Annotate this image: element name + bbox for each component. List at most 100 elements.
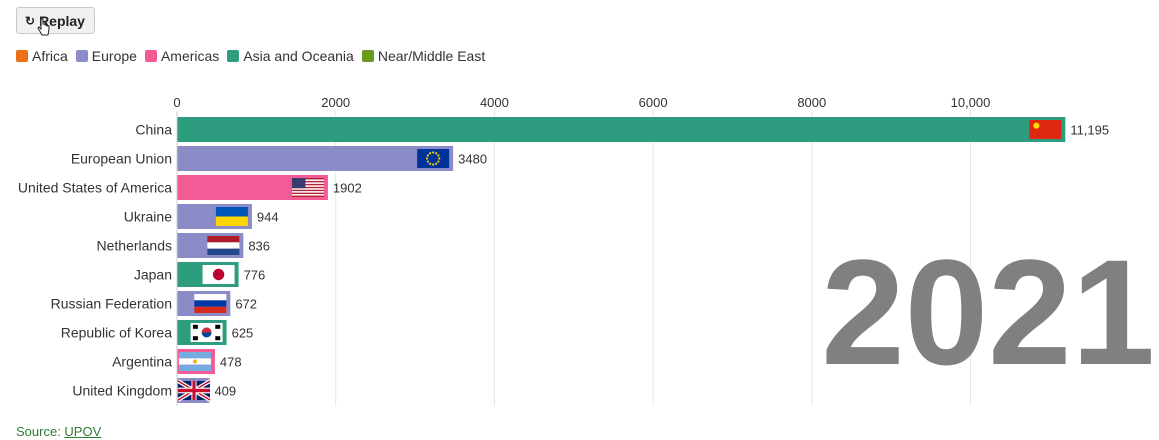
- flag-part: [291, 191, 324, 193]
- legend-label: Europe: [91, 48, 137, 64]
- flag-argentina-icon: [178, 352, 211, 371]
- category-label: United Kingdom: [72, 383, 172, 399]
- flag-part: [178, 352, 211, 359]
- flag-part: [1029, 120, 1062, 139]
- flag-part: [207, 248, 240, 255]
- x-tick-label: 6000: [639, 95, 668, 110]
- flag-part: [207, 242, 240, 249]
- flag-part: [207, 236, 240, 243]
- flag-part: [178, 364, 211, 371]
- value-label: 3480: [458, 152, 487, 167]
- flag-part: [291, 186, 324, 189]
- x-tick-label: 8000: [797, 95, 826, 110]
- x-tick-label: 0: [173, 95, 180, 110]
- bar: [177, 146, 454, 171]
- legend-label: Near/Middle East: [377, 48, 486, 64]
- flag-netherlands-icon: [207, 236, 240, 255]
- legend-label: Africa: [32, 48, 68, 64]
- flag-part: [291, 194, 324, 196]
- flag-usa-icon: [291, 178, 324, 197]
- flag-eu-icon: [417, 149, 450, 168]
- x-tick-label: 10,000: [951, 95, 991, 110]
- replay-label: Replay: [39, 12, 85, 29]
- flag-part: [432, 151, 435, 154]
- flag-part: [291, 185, 324, 187]
- category-label: Argentina: [112, 354, 172, 370]
- source-note: Source: UPOV: [16, 424, 101, 439]
- flag-part: [215, 207, 248, 217]
- flag-part: [425, 157, 429, 160]
- value-label: 776: [244, 268, 266, 283]
- flag-part: [215, 324, 221, 329]
- flag-part: [192, 381, 196, 400]
- flag-part: [437, 160, 440, 163]
- flag-part: [291, 178, 324, 180]
- source-link[interactable]: UPOV: [64, 424, 102, 439]
- legend-swatch: [144, 50, 157, 62]
- flag-part: [194, 294, 227, 301]
- flag-part: [212, 268, 225, 281]
- flag-uk-icon: [176, 379, 212, 402]
- flag-part: [426, 160, 429, 163]
- flag-part: [215, 336, 221, 341]
- flag-part: [291, 179, 324, 181]
- legend-item-americas[interactable]: Americas: [144, 48, 220, 64]
- flag-part: [417, 149, 450, 168]
- legend-swatch: [361, 50, 374, 62]
- flag-part: [291, 192, 324, 195]
- category-label: United States of America: [18, 180, 172, 196]
- flag-part: [428, 162, 432, 165]
- value-label: 11,195: [1070, 123, 1109, 138]
- category-label: Ukraine: [124, 209, 172, 225]
- legend-swatch: [227, 50, 240, 62]
- replay-icon: ↻: [25, 13, 36, 28]
- flag-part: [291, 188, 324, 190]
- flag-part: [291, 178, 306, 189]
- flag-part: [291, 183, 324, 186]
- flag-part: [291, 180, 324, 183]
- legend-label: Americas: [160, 48, 220, 64]
- flag-part: [437, 154, 440, 157]
- flag-part: [1033, 122, 1040, 129]
- legend-item-near-middle-east[interactable]: Near/Middle East: [361, 48, 486, 64]
- legend-item-asia-oceania[interactable]: Asia and Oceania: [227, 48, 354, 64]
- flag-part: [428, 152, 432, 155]
- flag-japan-icon: [202, 265, 235, 284]
- flag-part: [192, 359, 197, 364]
- x-tick-label: 4000: [480, 95, 509, 110]
- legend-label: Asia and Oceania: [243, 48, 354, 64]
- value-label: 836: [248, 239, 270, 254]
- flag-part: [215, 216, 248, 226]
- source-prefix: Source:: [16, 424, 65, 439]
- flag-part: [435, 162, 438, 165]
- category-label: China: [135, 122, 172, 138]
- legend-swatch: [16, 50, 28, 62]
- value-label: 672: [235, 297, 257, 312]
- flag-part: [291, 195, 324, 197]
- flag-part: [201, 327, 212, 333]
- category-label: European Union: [71, 151, 172, 167]
- legend: Africa Europe Americas Asia and Oceania …: [16, 48, 485, 64]
- flag-ukraine-icon: [215, 207, 248, 226]
- flag-part: [291, 189, 324, 192]
- legend-item-europe[interactable]: Europe: [75, 48, 137, 64]
- year-label: 2021: [821, 228, 1155, 396]
- value-label: 944: [257, 210, 279, 225]
- flag-china-icon: [1029, 120, 1062, 139]
- flag-part: [192, 336, 198, 341]
- flag-part: [194, 300, 227, 307]
- hand-cursor-icon: [37, 18, 50, 36]
- x-tick-label: 2000: [321, 95, 350, 110]
- bar-chart: 0 2000 4000 6000 8000 10,000 2021 China 11,195 Eu…: [18, 95, 1155, 406]
- value-label: 625: [232, 326, 254, 341]
- legend-item-africa[interactable]: Africa: [16, 48, 68, 64]
- flag-part: [192, 324, 198, 329]
- flag-part: [194, 306, 227, 313]
- flag-part: [435, 152, 438, 155]
- replay-button[interactable]: ↻ Replay: [16, 7, 95, 34]
- value-label: 478: [220, 355, 242, 370]
- flag-part: [426, 154, 429, 157]
- flag-part: [291, 182, 324, 184]
- value-label: 1902: [333, 181, 362, 196]
- flag-russia-icon: [194, 294, 227, 313]
